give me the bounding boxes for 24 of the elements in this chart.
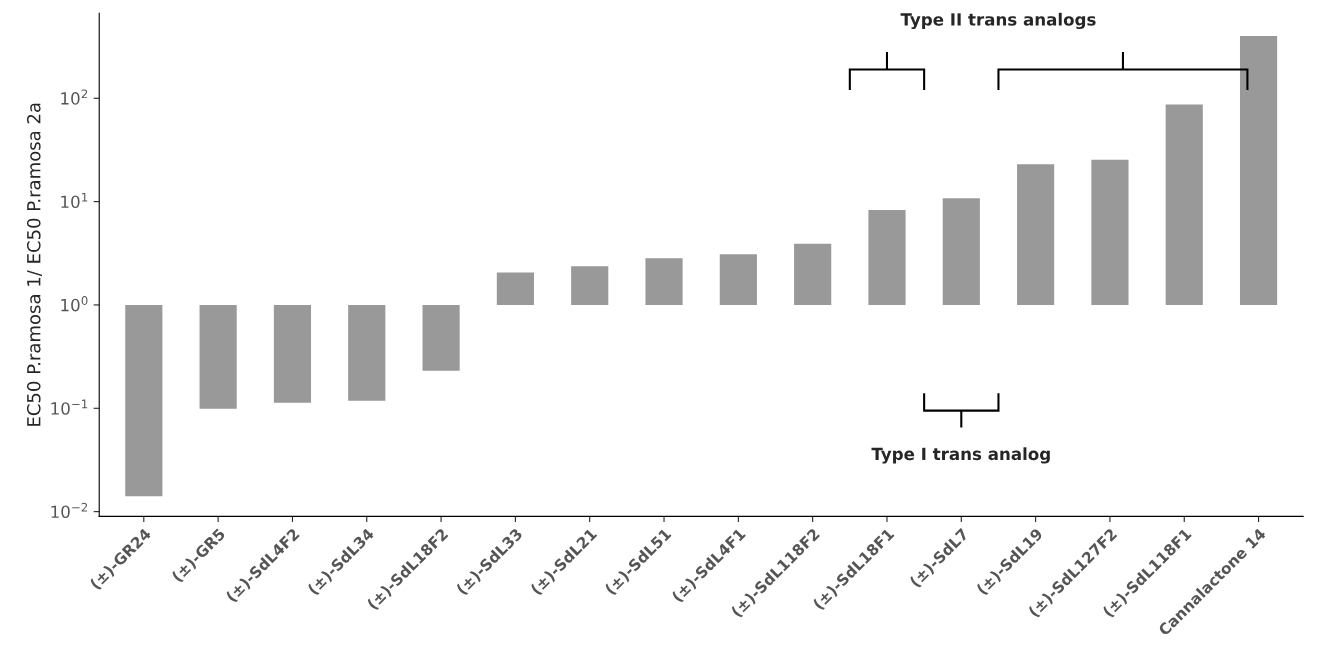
- y-tick-label: 10$^{−2}$: [51, 502, 88, 519]
- bar: [571, 266, 609, 305]
- annotation: Type I trans analog: [871, 447, 1050, 464]
- y-tick-label: 10$^{1}$: [61, 192, 88, 209]
- bar: [199, 304, 237, 409]
- y-tick-label: 10$^{2}$: [61, 89, 88, 105]
- annotation: Type II trans analogs: [900, 12, 1096, 30]
- bar: [719, 254, 757, 305]
- bar: [348, 304, 386, 401]
- bar: [1165, 104, 1203, 305]
- bar: [496, 272, 534, 305]
- bar: [794, 243, 832, 305]
- bar: [1239, 36, 1278, 305]
- bar: [273, 304, 312, 403]
- y-tick-label: 10$^{0}$: [61, 296, 88, 312]
- y-tick-label: 10$^{−1}$: [51, 399, 88, 415]
- bar: [1091, 159, 1129, 305]
- bar: [125, 304, 163, 497]
- bar: [868, 209, 906, 305]
- bar: [422, 304, 460, 371]
- bar: [942, 198, 980, 305]
- bar: [1017, 164, 1055, 305]
- y-axis-title: EC50 P.ramosa 1/ EC50 P.ramosa 2a: [26, 103, 43, 426]
- bar: [645, 258, 683, 305]
